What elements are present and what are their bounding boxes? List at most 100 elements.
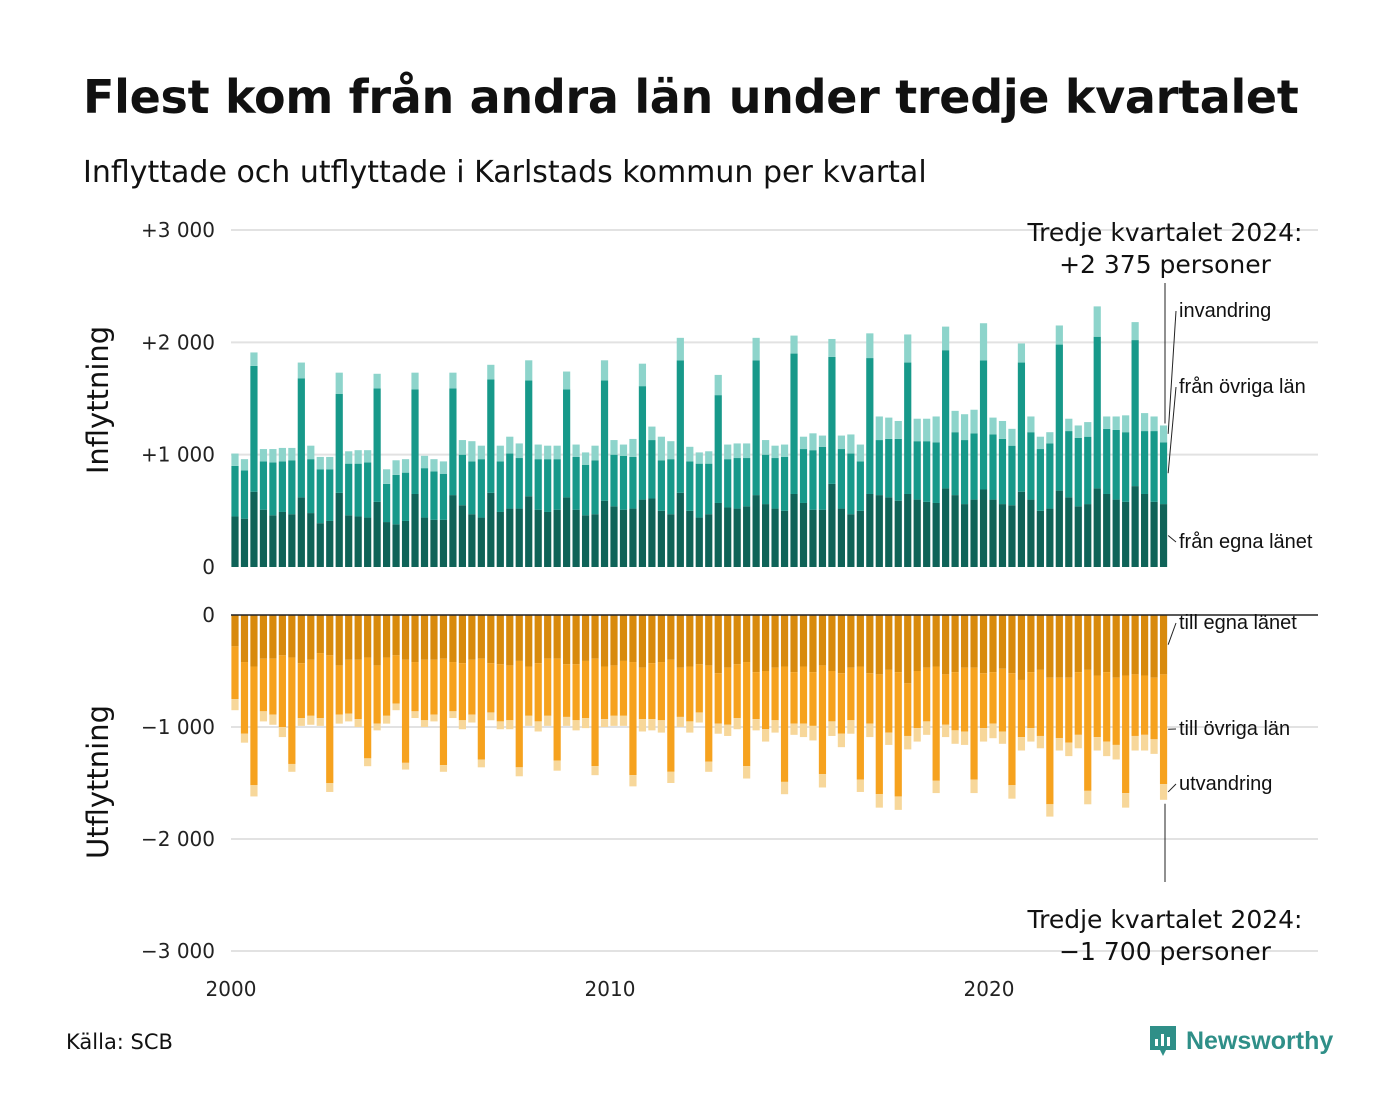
outflow-bar-ovriga [743, 662, 751, 767]
inflow-bar-ovriga [1074, 437, 1082, 507]
inflow-bar-egna [373, 501, 381, 567]
inflow-bar-egna [1027, 499, 1035, 567]
inflow-bar-invandring [307, 445, 315, 460]
outflow-bar-utvandring [904, 735, 912, 750]
outflow-bar-egna [885, 615, 893, 670]
outflow-bar-egna [1141, 615, 1149, 676]
outflow-bar-utvandring [563, 716, 571, 726]
outflow-bar-egna [904, 615, 912, 684]
outflow-bar-utvandring [288, 763, 296, 772]
inflow-bar-ovriga [1065, 431, 1073, 498]
outflow-bar-egna [667, 615, 675, 660]
inflow-bar-ovriga [487, 379, 495, 493]
annotation-inflow-line2: +2 375 personer [1059, 250, 1272, 279]
outflow-bar-egna [544, 615, 552, 659]
inflow-bar-invandring [904, 334, 912, 363]
inflow-bar-ovriga [364, 462, 372, 518]
inflow-bar-egna [837, 508, 845, 567]
outflow-bar-utvandring [458, 720, 466, 730]
outflow-bar-utvandring [373, 723, 381, 731]
outflow-bar-egna [439, 615, 448, 659]
inflow-bar-ovriga [695, 463, 703, 518]
inflow-bar-invandring [942, 326, 950, 351]
inflow-bar-ovriga [904, 362, 912, 494]
inflow-bar-egna [259, 509, 268, 567]
inflow-bar-egna [430, 519, 438, 567]
inflow-bar-invandring [837, 435, 845, 450]
inflow-bar-invandring [477, 445, 485, 460]
outflow-bar-ovriga [676, 667, 684, 717]
inflow-bar-invandring [619, 444, 628, 456]
inflow-bar-egna [269, 515, 277, 567]
outflow-bar-utvandring [932, 780, 940, 794]
outflow-bar-egna [1093, 615, 1101, 676]
inflow-bar-invandring [686, 446, 694, 462]
outflow-bar-utvandring [979, 728, 988, 742]
inflow-bar-invandring [572, 444, 580, 457]
inflow-bar-egna [354, 516, 362, 567]
outflow-bar-utvandring [724, 724, 732, 736]
series-label-out-1: till övriga län [1179, 718, 1290, 740]
outflow-bar-ovriga [250, 666, 258, 786]
outflow-bar-ovriga [600, 666, 609, 720]
inflow-bar-ovriga [752, 360, 760, 496]
outflow-bar-egna [401, 615, 410, 660]
outflow-bar-egna [1046, 615, 1054, 678]
y-tick-label: −2 000 [141, 827, 215, 851]
outflow-bar-utvandring [866, 723, 874, 738]
outflow-bar-egna [724, 615, 732, 668]
outflow-bar-ovriga [847, 667, 855, 721]
inflow-bar-invandring [496, 445, 504, 462]
outflow-bar-utvandring [780, 781, 789, 795]
outflow-bar-utvandring [960, 731, 969, 745]
outflow-bar-utvandring [392, 703, 400, 711]
inflow-bar-ovriga [1159, 442, 1168, 505]
outflow-bar-ovriga [572, 664, 580, 721]
outflow-bar-utvandring [544, 715, 552, 726]
outflow-bar-utvandring [1131, 735, 1139, 751]
outflow-bar-egna [790, 615, 798, 673]
inflow-bar-invandring [288, 447, 296, 461]
inflow-bar-egna [307, 513, 315, 567]
outflow-bar-ovriga [1055, 677, 1063, 739]
series-label-1: från övriga län [1179, 376, 1306, 398]
inflow-bar-ovriga [525, 380, 533, 497]
outflow-bar-utvandring [307, 715, 315, 725]
inflow-bar-ovriga [743, 458, 751, 507]
inflow-bar-ovriga [563, 389, 571, 498]
inflow-bar-invandring [392, 460, 400, 475]
inflow-bar-ovriga [1093, 336, 1101, 489]
inflow-bar-egna [1046, 508, 1054, 567]
inflow-bar-invandring [1027, 416, 1035, 433]
outflow-bar-ovriga [496, 664, 504, 722]
inflow-bar-egna [923, 501, 931, 567]
outflow-bar-utvandring [1055, 738, 1063, 751]
outflow-bar-utvandring [828, 721, 836, 736]
outflow-bar-utvandring [714, 723, 722, 734]
outflow-bar-ovriga [771, 667, 779, 721]
inflow-bar-egna [998, 504, 1007, 567]
outflow-bar-egna [705, 615, 713, 666]
inflow-bar-invandring [799, 436, 808, 450]
outflow-bar-utvandring [1017, 737, 1026, 751]
inflow-bar-invandring [979, 323, 988, 361]
inflow-bar-egna [667, 514, 675, 567]
inflow-bar-invandring [629, 438, 637, 457]
inflow-bar-ovriga [733, 458, 741, 509]
outflow-bar-ovriga [354, 659, 362, 720]
outflow-bar-ovriga [1150, 677, 1158, 740]
inflow-bar-egna [401, 520, 410, 567]
inflow-bar-ovriga [1141, 431, 1149, 494]
label-connector [1167, 535, 1177, 543]
brand-name: Newsworthy [1186, 1026, 1334, 1055]
outflow-bar-ovriga [1084, 669, 1092, 791]
outflow-bar-utvandring [837, 733, 845, 748]
outflow-bar-ovriga [818, 665, 827, 775]
outflow-bar-utvandring [534, 721, 542, 732]
inflow-bar-invandring [828, 338, 836, 357]
inflow-bar-egna [1112, 499, 1120, 567]
inflow-bar-invandring [1046, 432, 1054, 444]
outflow-bar-utvandring [411, 711, 419, 719]
outflow-bar-egna [411, 615, 419, 663]
outflow-bar-ovriga [1027, 672, 1035, 729]
